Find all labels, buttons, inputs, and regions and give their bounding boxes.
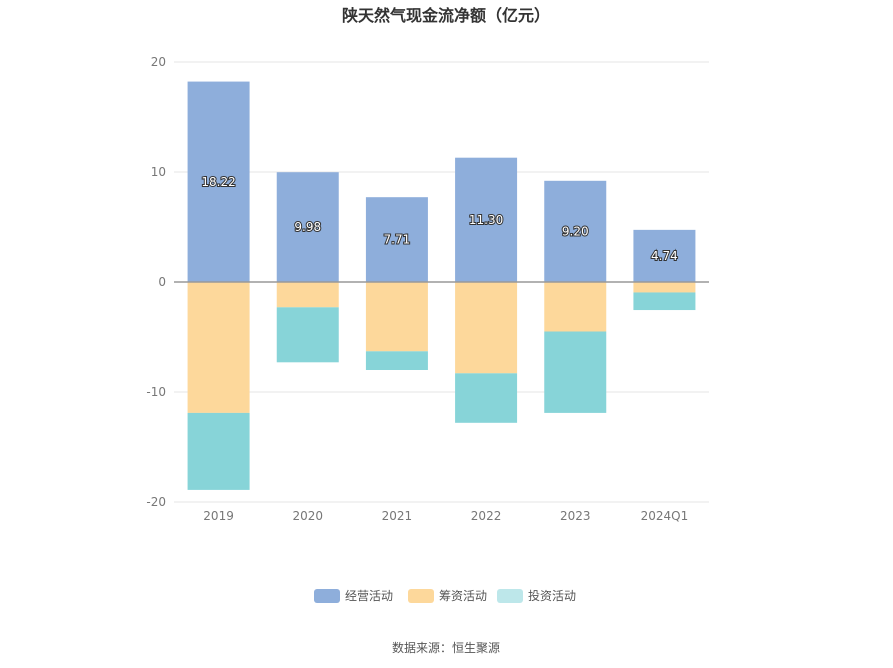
- bars: [187, 81, 696, 490]
- legend-item-筹资活动[interactable]: 筹资活动: [408, 589, 487, 603]
- y-tick-label: 20: [151, 55, 166, 69]
- bar-筹资活动-2020[interactable]: [276, 282, 339, 308]
- x-axis-ticks: 2019 2020 2021 2022 2023 2024Q1: [203, 509, 688, 523]
- bar-投资活动-2022[interactable]: [455, 373, 518, 423]
- bar-筹资活动-2022[interactable]: [455, 282, 518, 374]
- bar-筹资活动-2019[interactable]: [187, 282, 250, 413]
- data-label: 4.74: [651, 249, 678, 263]
- bar-投资活动-2020[interactable]: [276, 307, 339, 363]
- x-tick-label: 2019: [203, 509, 234, 523]
- data-label: 11.30: [469, 213, 503, 227]
- source-note: 数据来源：恒生聚源: [392, 640, 500, 655]
- bar-经营活动-2021[interactable]: [365, 197, 428, 282]
- bar-投资活动-2023[interactable]: [544, 331, 607, 413]
- x-tick-label: 2024Q1: [641, 509, 689, 523]
- x-tick-label: 2021: [382, 509, 413, 523]
- bar-投资活动-2021[interactable]: [365, 351, 428, 370]
- bar-经营活动-2019[interactable]: [187, 81, 250, 282]
- bar-筹资活动-2024Q1[interactable]: [633, 282, 696, 293]
- y-tick-label: 10: [151, 165, 166, 179]
- bar-经营活动-2020[interactable]: [276, 172, 339, 282]
- bar-筹资活动-2021[interactable]: [365, 282, 428, 352]
- legend-label: 经营活动: [345, 589, 393, 603]
- y-tick-label: -20: [146, 495, 166, 509]
- chart-title: 陕天然气现金流净额（亿元）: [342, 6, 550, 25]
- value-labels: 18.22 9.98 7.71 11.30 9.20 4.74: [200, 174, 678, 264]
- bar-经营活动-2024Q1[interactable]: [633, 229, 696, 282]
- legend-swatch: [497, 589, 523, 603]
- legend-item-投资活动[interactable]: 投资活动: [497, 588, 576, 603]
- bar-经营活动-2023[interactable]: [544, 180, 607, 282]
- legend-label: 筹资活动: [439, 589, 487, 603]
- data-label: 18.22: [201, 175, 235, 189]
- x-tick-label: 2022: [471, 509, 502, 523]
- bar-投资活动-2019[interactable]: [187, 412, 250, 490]
- grid-lines: [174, 61, 709, 503]
- data-label: 7.71: [384, 233, 411, 247]
- legend-swatch: [408, 589, 434, 603]
- x-tick-label: 2023: [560, 509, 591, 523]
- legend[interactable]: 经营活动 筹资活动 投资活动: [314, 588, 576, 603]
- legend-label: 投资活动: [528, 588, 576, 603]
- y-axis-ticks: 20 10 0 -10 -20: [146, 55, 166, 509]
- data-label: 9.20: [562, 224, 589, 238]
- legend-swatch: [314, 589, 340, 603]
- bar-经营活动-2022[interactable]: [455, 157, 518, 282]
- legend-item-经营活动[interactable]: 经营活动: [314, 589, 393, 603]
- y-tick-label: 0: [158, 275, 166, 289]
- x-tick-label: 2020: [292, 509, 323, 523]
- bar-投资活动-2024Q1[interactable]: [633, 292, 696, 311]
- bar-筹资活动-2023[interactable]: [544, 282, 607, 332]
- data-label: 9.98: [294, 220, 321, 234]
- y-tick-label: -10: [146, 385, 166, 399]
